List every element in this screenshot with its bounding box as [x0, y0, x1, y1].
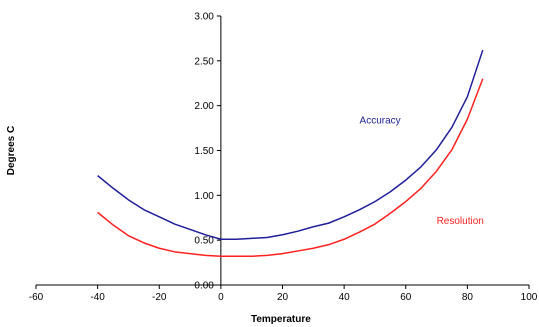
resolution-line: [97, 78, 484, 258]
series-lines: [97, 49, 484, 258]
y-tick-label: 2.50: [194, 56, 214, 67]
y-tick-label: 0.00: [194, 281, 214, 292]
x-tick-label: 40: [339, 292, 351, 303]
y-axis-title: Degrees C: [6, 126, 17, 175]
y-tick-label: 3.00: [194, 12, 214, 23]
x-tick-label: 20: [277, 292, 289, 303]
x-tick-label: 0: [218, 292, 224, 303]
y-tick-label: 2.00: [194, 101, 214, 112]
x-tick-label: 80: [462, 292, 474, 303]
resolution-series-label: Resolution: [437, 216, 484, 227]
x-tick-marks: -60 -40 -20 0 20 40 60 80 100: [29, 285, 538, 303]
y-tick-label: 1.00: [194, 191, 214, 202]
y-tick-label: 0.50: [194, 236, 214, 247]
x-tick-label: 60: [400, 292, 412, 303]
y-tick-label: 1.50: [194, 146, 214, 157]
x-tick-label: 100: [521, 292, 538, 303]
x-axis-title: Temperature: [251, 314, 311, 325]
x-tick-label: -20: [152, 292, 167, 303]
x-tick-label: -40: [90, 292, 105, 303]
y-tick-marks: 0.00 0.50 1.00 1.50 2.00 2.50 3.00: [194, 12, 221, 292]
accuracy-line: [97, 49, 484, 241]
x-tick-label: -60: [29, 292, 44, 303]
accuracy-series-label: Accuracy: [360, 116, 401, 127]
